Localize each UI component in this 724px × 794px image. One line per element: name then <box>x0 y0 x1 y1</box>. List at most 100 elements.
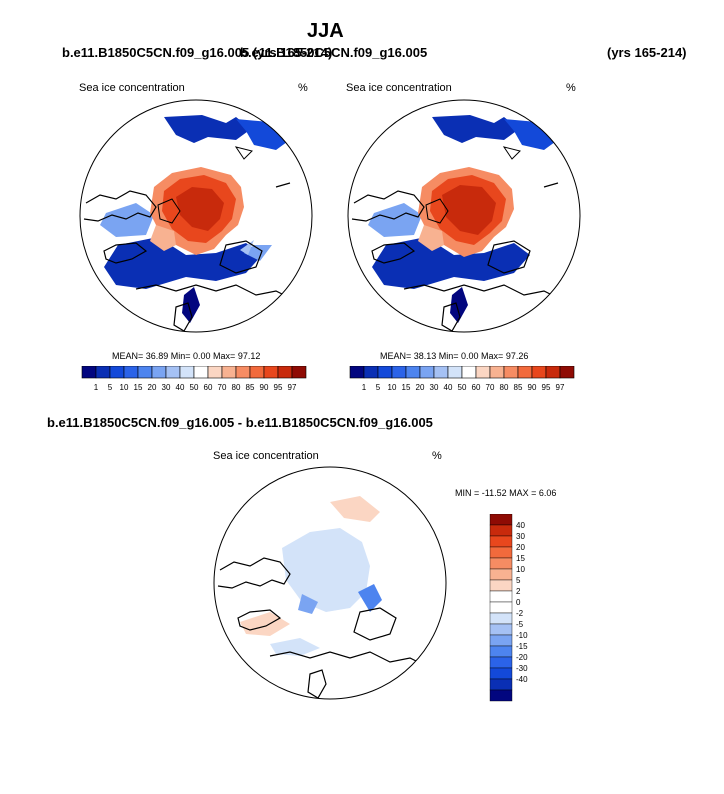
left-map-border <box>79 99 313 333</box>
colorbar-tick-label: 40 <box>444 383 453 392</box>
diff-colorbar-tick-label: -20 <box>516 653 528 662</box>
diff-colorbar-swatch <box>489 689 513 702</box>
right-map-ice-north-atlantic <box>432 115 519 143</box>
diff-colorbar-tick-label: 15 <box>516 554 525 563</box>
diff-map-coastline-eurasia <box>269 651 431 669</box>
diff-colorbar-swatch <box>489 678 513 691</box>
diff-colorbar-swatch <box>489 557 513 570</box>
colorbar-tick-label: 10 <box>120 383 129 392</box>
left-map-stats: MEAN= 36.89 Min= 0.00 Max= 97.12 <box>112 351 261 361</box>
colorbar-swatch <box>151 366 167 379</box>
diff-colorbar-tick-label: -15 <box>516 642 528 651</box>
diff-map-coastline-greenland <box>353 607 397 641</box>
diff-colorbar-swatch <box>489 612 513 625</box>
colorbar-swatch <box>81 366 97 379</box>
colorbar-swatch <box>193 366 209 379</box>
left-map-coastline-hudson <box>103 242 148 264</box>
colorbar-swatch <box>559 366 575 379</box>
diff-colorbar-tick-label: 5 <box>516 576 521 585</box>
colorbar-tick-label: 10 <box>388 383 397 392</box>
diff-map-coastline-canada <box>217 557 291 589</box>
diff-map-arctic-change <box>282 528 370 612</box>
colorbar-swatch <box>221 366 237 379</box>
left-map-ice-baffin <box>100 203 154 237</box>
diff-map-variable-label: Sea ice concentration <box>213 450 319 462</box>
left-map-ice-siberian <box>104 237 262 289</box>
right-map-ice-siberian <box>372 237 530 289</box>
left-map-coastline-alaska <box>275 182 291 188</box>
diff-map-atlantic-change <box>330 496 380 522</box>
diff-map-stats: MIN = -11.52 MAX = 6.06 <box>455 488 557 498</box>
right-map-border <box>347 99 581 333</box>
diff-colorbar-tick-label: 20 <box>516 543 525 552</box>
left-map-coastline-greenland <box>219 240 263 274</box>
diff-colorbar-tick-label: -10 <box>516 631 528 640</box>
colorbar-swatch <box>291 366 307 379</box>
right-map-coastline-islands <box>425 198 449 224</box>
diff-map-coastline-scandinavia <box>307 669 327 699</box>
colorbar-tick-label: 90 <box>528 383 537 392</box>
colorbar-swatch <box>349 366 365 379</box>
colorbar-swatch <box>489 366 505 379</box>
colorbar-swatch <box>517 366 533 379</box>
diff-colorbar-tick-label: 30 <box>516 532 525 541</box>
colorbar-swatch <box>165 366 181 379</box>
left-map-ice-arctic-core <box>176 187 224 231</box>
colorbar-swatch <box>475 366 491 379</box>
diff-map-siberian-change <box>240 612 290 636</box>
diff-map-chukchi-change <box>358 584 382 612</box>
left-map-coastline-canada <box>83 190 157 222</box>
colorbar-tick-label: 15 <box>402 383 411 392</box>
panel-title-right-overlap: b.e11.B1850C5CN.f09_g16.005 <box>240 45 428 60</box>
colorbar-tick-label: 80 <box>232 383 241 392</box>
diff-map-laptev-change <box>270 638 320 656</box>
colorbar-swatch <box>419 366 435 379</box>
colorbar-tick-label: 80 <box>500 383 509 392</box>
colorbar-swatch <box>249 366 265 379</box>
left-map-coastline-eurasia <box>135 284 297 302</box>
diff-colorbar-swatch <box>489 568 513 581</box>
diff-colorbar-swatch <box>489 535 513 548</box>
colorbar-tick-label: 30 <box>162 383 171 392</box>
colorbar-swatch <box>179 366 195 379</box>
colorbar-tick-label: 85 <box>514 383 523 392</box>
colorbar-tick-label: 95 <box>542 383 551 392</box>
diff-map-archipelago-change <box>298 594 318 614</box>
diff-colorbar-swatch <box>489 546 513 559</box>
left-map-coastline-islands <box>157 198 181 224</box>
colorbar-swatch <box>109 366 125 379</box>
colorbar-swatch <box>207 366 223 379</box>
left-map-coastline-scandinavia <box>173 302 193 332</box>
colorbar-tick-label: 1 <box>362 383 367 392</box>
colorbar-swatch <box>277 366 293 379</box>
colorbar-swatch <box>461 366 477 379</box>
right-map-ice-archipelago <box>418 225 444 251</box>
colorbar-tick-label: 15 <box>134 383 143 392</box>
right-map-ice-baffin <box>368 203 422 237</box>
colorbar-tick-label: 20 <box>416 383 425 392</box>
colorbar-tick-label: 97 <box>288 383 297 392</box>
colorbar-swatch <box>391 366 407 379</box>
diff-colorbar-tick-label: -40 <box>516 675 528 684</box>
panel-title-left: b.e11.B1850C5CN.f09_g16.005 (yrs 165-214… <box>62 45 333 60</box>
diff-colorbar-swatch <box>489 656 513 669</box>
colorbar-tick-label: 97 <box>556 383 565 392</box>
right-map-coastline-greenland <box>487 240 531 274</box>
right-map-coastline-alaska <box>543 182 559 188</box>
right-map-coastline-svalbard <box>502 146 521 160</box>
colorbar-tick-label: 40 <box>176 383 185 392</box>
colorbar-tick-label: 50 <box>458 383 467 392</box>
right-map-coastline-canada <box>351 190 425 222</box>
colorbar-swatch <box>263 366 279 379</box>
right-map-ice-okhotsk <box>450 287 468 323</box>
left-map-ice-chukchi <box>244 245 272 261</box>
colorbar-tick-label: 1 <box>94 383 99 392</box>
right-map-coastline-eurasia <box>403 284 565 302</box>
colorbar-tick-label: 5 <box>108 383 113 392</box>
colorbar-swatch <box>433 366 449 379</box>
left-map-ice-archipelago <box>150 225 176 251</box>
diff-colorbar-tick-label: 0 <box>516 598 521 607</box>
colorbar-swatch <box>123 366 139 379</box>
diff-colorbar-swatch <box>489 667 513 680</box>
